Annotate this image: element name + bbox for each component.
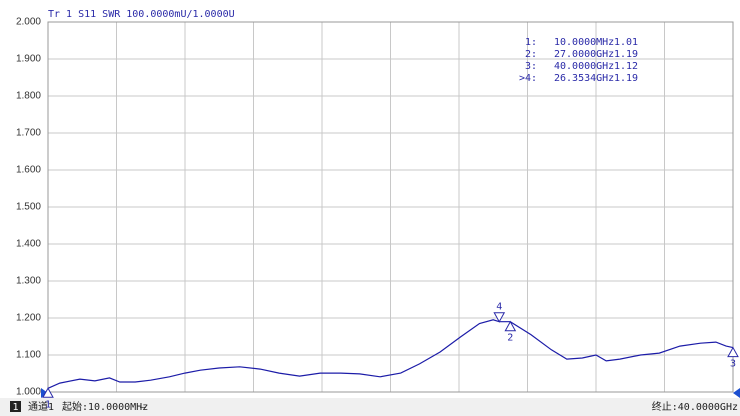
marker: [504, 320, 517, 332]
marker-label: 3:: [525, 61, 537, 72]
y-tick-label: 2.000: [16, 17, 41, 28]
reference-arrow: [41, 388, 48, 398]
marker-frequency: 27.0000GHz: [554, 49, 614, 60]
marker-value: 1.12: [614, 61, 638, 72]
marker-value: 1.01: [614, 37, 638, 48]
y-tick-label: 1.200: [16, 313, 41, 324]
marker-number: 2: [507, 333, 513, 344]
y-tick-label: 1.100: [16, 350, 41, 361]
y-tick-label: 1.900: [16, 54, 41, 65]
marker-frequency: 40.0000GHz: [554, 61, 614, 72]
reference-arrow: [733, 388, 740, 398]
marker-label: >4:: [519, 73, 537, 84]
channel-badge: [10, 401, 21, 412]
y-tick-label: 1.600: [16, 165, 41, 176]
stop-frequency: 终止:40.0000GHz: [652, 400, 738, 413]
plot-frame: [47, 21, 734, 393]
y-tick-label: 1.500: [16, 202, 41, 213]
start-frequency: 起始:10.0000MHz: [62, 400, 148, 413]
marker-value: 1.19: [614, 49, 638, 60]
marker-frequency: 26.3534GHz: [554, 73, 614, 84]
chart-title: Tr 1 S11 SWR 100.0000mU/1.0000U: [48, 9, 235, 20]
channel-number: 1: [12, 402, 18, 413]
marker: [727, 346, 739, 358]
y-tick-label: 1.700: [16, 128, 41, 139]
marker-value: 1.19: [614, 73, 638, 84]
y-tick-label: 1.400: [16, 239, 41, 250]
y-tick-label: 1.800: [16, 91, 41, 102]
y-tick-label: 1.000: [16, 387, 41, 398]
marker-number: 1: [45, 399, 51, 410]
marker-label: 1:: [525, 37, 537, 48]
channel-name: 通道1: [28, 400, 54, 413]
trace: [47, 319, 734, 389]
marker-number: 3: [730, 359, 736, 370]
marker-label: 2:: [525, 49, 537, 60]
marker: [493, 312, 506, 323]
status-bar: [0, 398, 740, 416]
status-dash: —: [140, 402, 147, 413]
marker-frequency: 10.0000MHz: [554, 37, 614, 48]
marker-number: 4: [496, 302, 502, 313]
marker: [42, 387, 54, 398]
y-tick-label: 1.300: [16, 276, 41, 287]
